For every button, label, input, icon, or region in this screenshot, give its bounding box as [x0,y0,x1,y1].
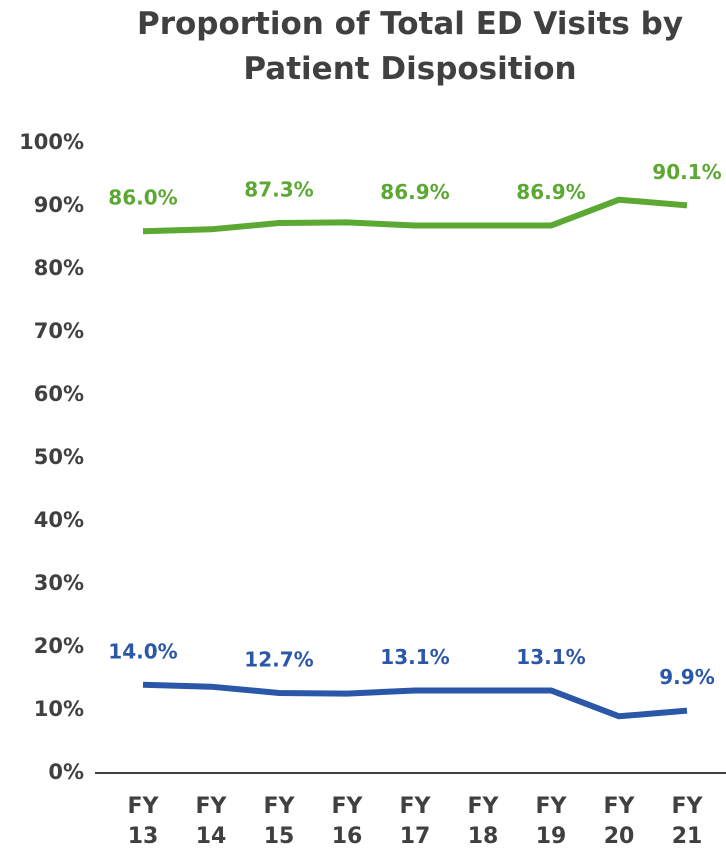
x-tick-label: FY 13 [127,794,159,849]
y-tick-label: 40% [34,508,84,532]
x-tick-label: FY 19 [535,794,567,849]
data-label: 13.1% [380,645,449,669]
data-label: 9.9% [659,665,714,689]
data-label: 13.1% [516,645,585,669]
x-tick-label: FY 15 [263,794,295,849]
data-label: 14.0% [108,639,177,663]
x-tick-label: FY 20 [603,794,635,849]
y-tick-label: 20% [34,634,84,658]
data-label: 90.1% [652,160,721,184]
data-label: 87.3% [244,178,313,202]
y-tick-label: 80% [34,256,84,280]
x-tick-label: FY 17 [399,794,431,849]
x-tick-label: FY 18 [467,794,499,849]
y-tick-label: 60% [34,382,84,406]
x-tick-label: FY 14 [195,794,227,849]
x-tick-label: FY 16 [331,794,363,849]
line [142,681,688,720]
y-tick-label: 100% [19,130,84,154]
y-tick-label: 70% [34,319,84,343]
data-label: 12.7% [244,647,313,671]
data-label: 86.9% [516,180,585,204]
y-tick-label: 0% [48,760,84,784]
x-tick-label: FY 21 [671,794,703,849]
y-tick-label: 50% [34,445,84,469]
y-tick-label: 10% [34,697,84,721]
chart-title: Proportion of Total ED Visits by Patient… [136,6,684,87]
line [142,196,688,235]
y-tick-label: 30% [34,571,84,595]
data-label: 86.0% [108,186,177,210]
y-tick-label: 90% [34,193,84,217]
data-label: 86.9% [380,180,449,204]
